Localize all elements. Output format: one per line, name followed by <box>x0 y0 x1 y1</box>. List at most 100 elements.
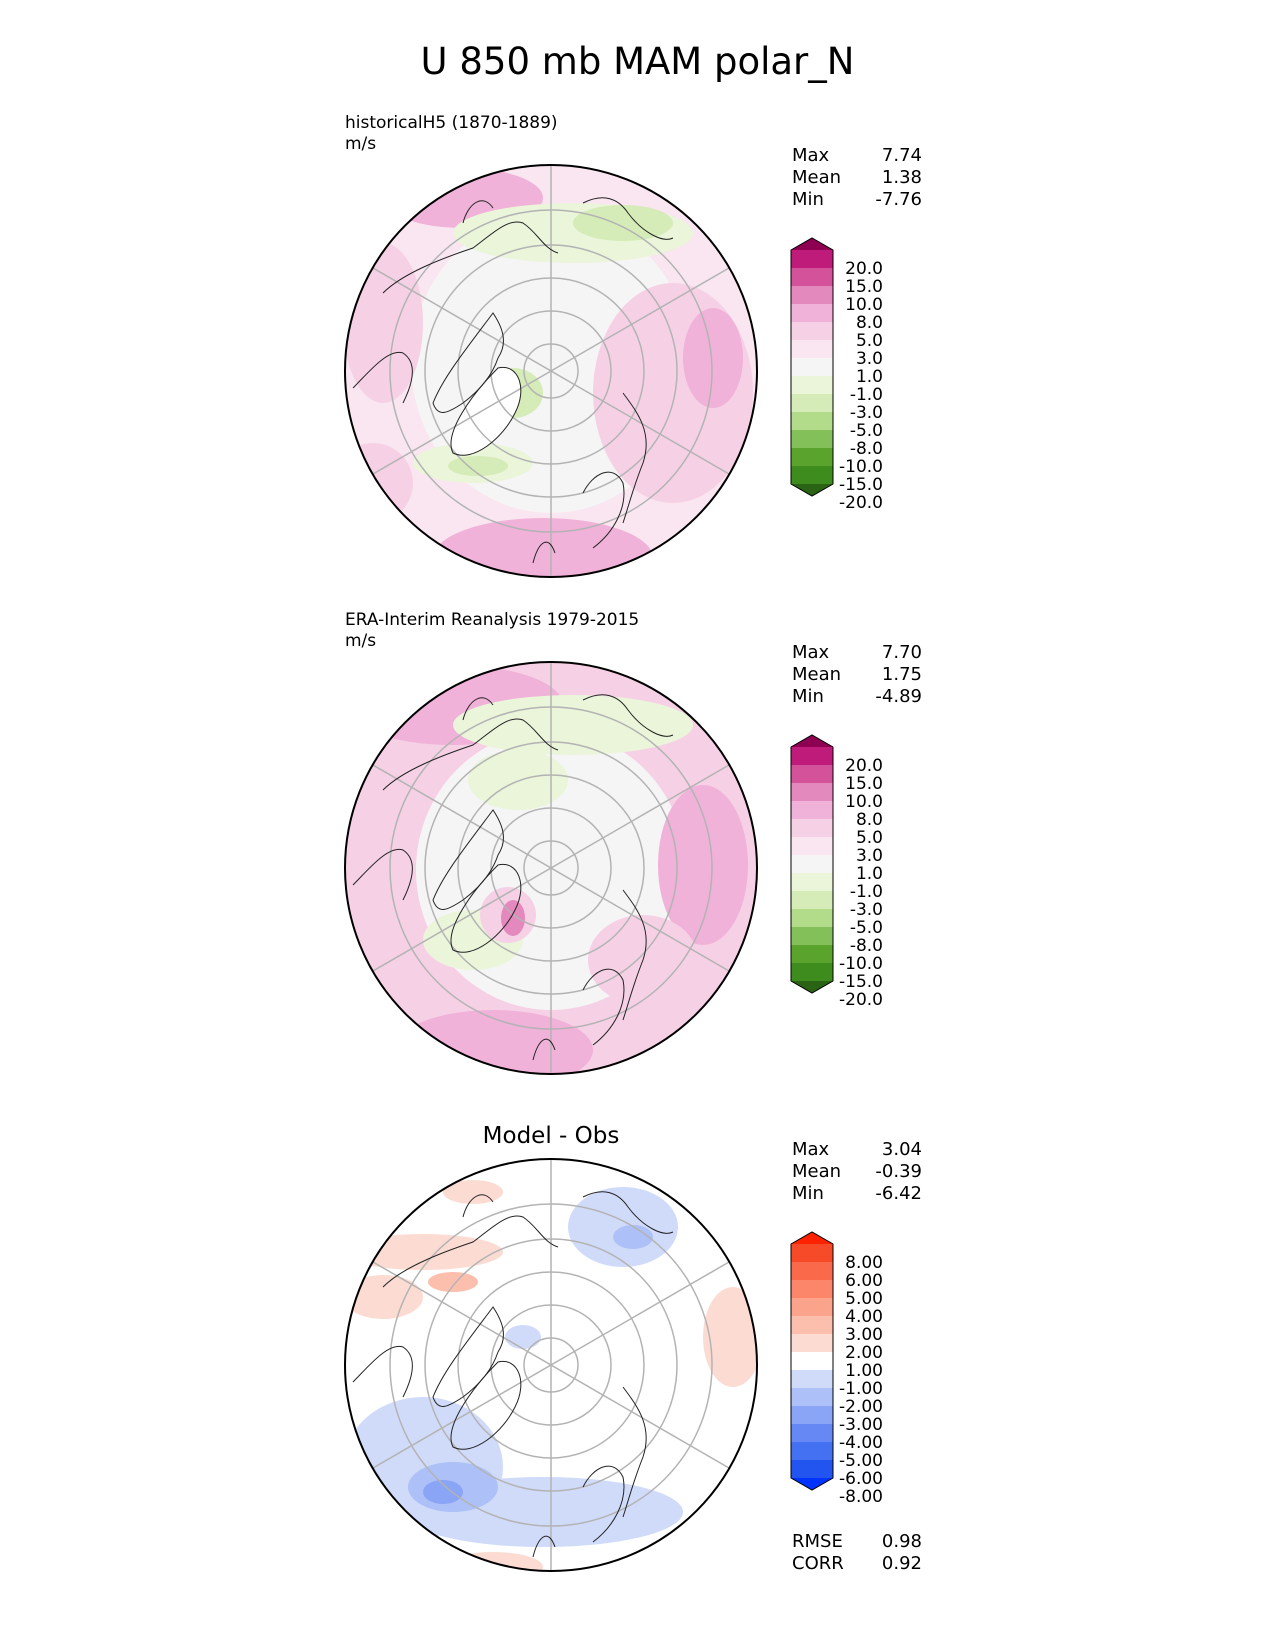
field-contour <box>703 1287 757 1387</box>
stat-label: Min <box>792 1183 824 1204</box>
colorbar-tick-label: 8.00 <box>845 1253 883 1273</box>
colorbar-band <box>791 945 833 964</box>
panel1-stats: Max 7.74 Mean 1.38 Min -7.76 <box>792 145 922 211</box>
colorbar-band <box>791 819 833 838</box>
panel3-polar-map <box>344 1158 758 1572</box>
colorbar-band <box>791 430 833 449</box>
stat-value: 3.04 <box>881 1139 922 1160</box>
stat-row-max: Max 7.70 <box>792 642 922 664</box>
graticule <box>372 662 730 1074</box>
colorbar-tick-label: 2.00 <box>845 1343 883 1363</box>
stat-label: Mean <box>792 664 842 685</box>
colorbar-tick-label: 10.0 <box>845 792 883 812</box>
panel1-units-label: m/s <box>345 134 377 154</box>
colorbar-band <box>791 873 833 892</box>
colorbar-tick-label: -15.0 <box>839 972 883 992</box>
coastlines <box>352 694 674 1061</box>
colorbar-band <box>791 376 833 395</box>
colorbar-band <box>791 1280 833 1299</box>
metric-value: 0.92 <box>881 1553 922 1574</box>
stat-row-min: Min -7.76 <box>792 189 922 211</box>
colorbar-band <box>791 801 833 820</box>
colorbar-tick-label: 5.0 <box>856 828 883 848</box>
colorbar-band <box>791 765 833 784</box>
colorbar-tick-label: 1.00 <box>845 1361 883 1381</box>
colorbar-tick-label: 10.0 <box>845 295 883 315</box>
stat-row-min: Min -4.89 <box>792 686 922 708</box>
panel1-polar-map <box>344 164 758 578</box>
colorbar-tick-label: -3.00 <box>839 1415 883 1435</box>
field-contour <box>423 1480 463 1504</box>
panel1-caption: historicalH5 (1870-1889) m/s <box>345 113 558 155</box>
colorbar-tick-label: 5.00 <box>845 1289 883 1309</box>
metric-value: 0.98 <box>881 1531 922 1552</box>
stat-label: Max <box>792 642 830 663</box>
colorbar-band <box>791 286 833 305</box>
graticule <box>372 1159 730 1571</box>
panel3-colorbar: 8.006.005.004.003.002.001.00-1.00-2.00-3… <box>790 1231 883 1507</box>
colorbar-tick-label: -8.0 <box>850 936 883 956</box>
colorbar-bottom-extend <box>791 1478 833 1490</box>
colorbar-tick-label: -5.00 <box>839 1451 883 1471</box>
colorbar-tick-label: -8.00 <box>839 1487 883 1507</box>
colorbar-tick-label: -10.0 <box>839 457 883 477</box>
colorbar-tick-label: 8.0 <box>856 810 883 830</box>
colorbar-tick-label: -1.0 <box>850 385 883 405</box>
panel2-stats: Max 7.70 Mean 1.75 Min -4.89 <box>792 642 922 708</box>
field-contour <box>505 1325 541 1349</box>
field-contour <box>433 518 653 577</box>
figure-title: U 850 mb MAM polar_N <box>420 40 855 83</box>
metric-row-rmse: RMSE 0.98 <box>792 1531 922 1553</box>
field-contour <box>345 243 423 403</box>
colorbar-tick-label: 20.0 <box>845 259 883 279</box>
colorbar-band <box>791 1316 833 1335</box>
stat-row-min: Min -6.42 <box>792 1183 922 1205</box>
panel2-colorbar: 20.015.010.08.05.03.01.0-1.0-3.0-5.0-8.0… <box>790 734 883 1010</box>
stat-row-mean: Mean 1.75 <box>792 664 922 686</box>
colorbar-bottom-extend <box>791 484 833 496</box>
graticule <box>372 165 730 577</box>
colorbar-outline <box>790 237 834 497</box>
colorbar-tick-label: 5.0 <box>856 331 883 351</box>
stat-value: -7.76 <box>875 189 922 210</box>
colorbar-band <box>791 1388 833 1407</box>
field-contour <box>683 308 743 408</box>
stat-label: Min <box>792 189 824 210</box>
field-contour <box>658 785 748 945</box>
colorbar-tick-label: -1.00 <box>839 1379 883 1399</box>
colorbar-tick-label: 4.00 <box>845 1307 883 1327</box>
colorbar-band <box>791 909 833 928</box>
colorbar-band <box>791 783 833 802</box>
colorbar-tick-label: -15.0 <box>839 475 883 495</box>
colorbar-tick-label: -2.00 <box>839 1397 883 1417</box>
colorbar-band <box>791 1370 833 1389</box>
field-contour <box>345 1234 503 1270</box>
colorbar-tick-label: 6.00 <box>845 1271 883 1291</box>
colorbar-tick-label: -8.0 <box>850 439 883 459</box>
panel1-dataset-label: historicalH5 (1870-1889) <box>345 113 558 133</box>
stat-value: 7.74 <box>881 145 922 166</box>
field-contour <box>453 695 693 755</box>
panel3-stats: Max 3.04 Mean -0.39 Min -6.42 <box>792 1139 922 1205</box>
colorbar-band <box>791 927 833 946</box>
stat-value: -4.89 <box>875 686 922 707</box>
stat-label: Min <box>792 686 824 707</box>
colorbar-band <box>791 448 833 467</box>
panel1-colorbar: 20.015.010.08.05.03.01.0-1.0-3.0-5.0-8.0… <box>790 237 883 513</box>
colorbar-band <box>791 855 833 874</box>
coastlines <box>352 1191 674 1558</box>
stat-row-mean: Mean 1.38 <box>792 167 922 189</box>
metric-row-corr: CORR 0.92 <box>792 1553 922 1575</box>
field-contour <box>428 1272 478 1292</box>
colorbar-top-extend <box>791 1232 833 1244</box>
colorbar-band <box>791 340 833 359</box>
colorbar-band <box>791 394 833 413</box>
coastlines <box>352 197 674 564</box>
panel2-units-label: m/s <box>345 631 377 651</box>
field-contour <box>613 1225 653 1249</box>
panel2-dataset-label: ERA-Interim Reanalysis 1979-2015 <box>345 610 640 630</box>
stat-row-mean: Mean -0.39 <box>792 1161 922 1183</box>
stat-value: 1.38 <box>881 167 922 188</box>
colorbar-tick-label: -20.0 <box>839 990 883 1010</box>
colorbar-band <box>791 963 833 982</box>
